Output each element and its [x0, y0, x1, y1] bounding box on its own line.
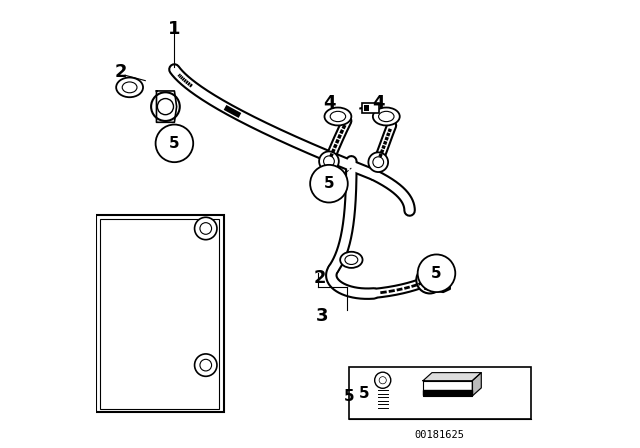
Circle shape [156, 125, 193, 162]
Polygon shape [423, 390, 472, 395]
Ellipse shape [345, 255, 358, 264]
Ellipse shape [373, 108, 400, 125]
Ellipse shape [379, 111, 394, 121]
Ellipse shape [116, 78, 143, 97]
Text: 5: 5 [359, 386, 370, 401]
Circle shape [151, 92, 180, 121]
Bar [96, 215, 223, 412]
Polygon shape [423, 381, 472, 396]
Circle shape [417, 267, 443, 293]
Ellipse shape [330, 111, 346, 121]
Circle shape [418, 254, 455, 292]
Circle shape [195, 217, 217, 240]
Circle shape [200, 359, 212, 371]
Text: 5: 5 [324, 176, 334, 191]
Circle shape [195, 354, 217, 376]
Bar [349, 367, 531, 419]
Circle shape [369, 152, 388, 172]
Circle shape [440, 282, 449, 290]
Text: 5: 5 [169, 136, 180, 151]
Ellipse shape [122, 82, 137, 93]
Circle shape [374, 372, 391, 388]
Text: 4: 4 [323, 94, 335, 112]
Text: 00181625: 00181625 [415, 430, 465, 440]
Bar [100, 219, 219, 409]
Ellipse shape [340, 252, 362, 268]
Circle shape [319, 151, 339, 171]
Text: 5: 5 [431, 266, 442, 281]
Polygon shape [472, 373, 481, 396]
Bar [362, 103, 379, 113]
Circle shape [373, 157, 383, 168]
Circle shape [200, 223, 212, 234]
Text: 2: 2 [115, 63, 127, 81]
Text: 1: 1 [168, 20, 180, 38]
Circle shape [379, 377, 387, 384]
Circle shape [310, 165, 348, 202]
Polygon shape [423, 373, 481, 381]
Bar [364, 105, 369, 111]
Circle shape [324, 156, 334, 167]
Text: 2: 2 [314, 269, 326, 287]
Text: 5: 5 [344, 389, 355, 404]
Text: 4: 4 [372, 94, 385, 112]
Circle shape [157, 99, 173, 115]
Text: 3: 3 [316, 307, 328, 325]
Circle shape [422, 273, 437, 287]
Ellipse shape [324, 108, 351, 125]
